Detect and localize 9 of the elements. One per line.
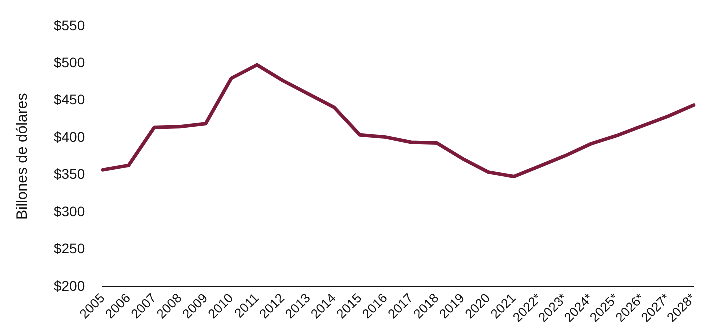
- y-tick-label: $500: [54, 54, 86, 70]
- y-tick-label: $350: [54, 166, 86, 182]
- y-tick-label: $300: [54, 203, 86, 220]
- y-tick-label: $200: [54, 278, 86, 294]
- y-tick-label: $400: [54, 128, 86, 145]
- y-tick-label: $550: [54, 17, 86, 34]
- y-axis-title: Billones de dólares: [14, 93, 32, 220]
- y-tick-label: $250: [54, 240, 86, 257]
- y-tick-label: $450: [54, 92, 86, 108]
